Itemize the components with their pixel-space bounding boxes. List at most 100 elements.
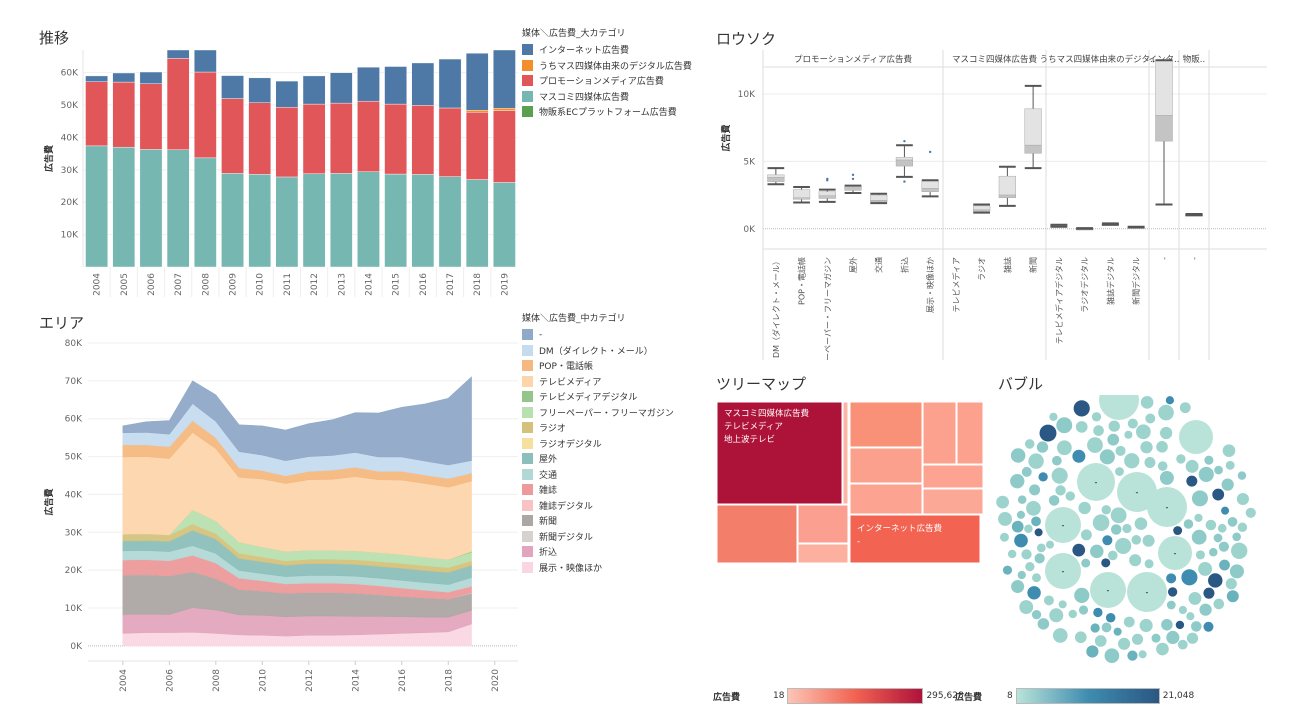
bar-segment[interactable]	[302, 75, 326, 105]
bubble[interactable]	[1229, 564, 1244, 579]
bar-segment[interactable]	[438, 107, 462, 177]
area-series[interactable]	[122, 376, 472, 466]
bubble[interactable]	[1205, 519, 1217, 531]
bubble[interactable]	[1140, 396, 1154, 409]
box-upper[interactable]	[870, 194, 888, 201]
bubble[interactable]	[1104, 648, 1120, 664]
outlier-point[interactable]	[826, 177, 829, 181]
bubble[interactable]	[1194, 513, 1203, 522]
bubble[interactable]	[1124, 430, 1133, 439]
treemap-cell[interactable]	[956, 401, 984, 465]
bubble[interactable]	[1177, 639, 1188, 650]
legend-major-item[interactable]: 物販系ECプラットフォーム広告費	[522, 104, 692, 120]
bubble[interactable]	[1043, 595, 1054, 606]
bubble[interactable]	[1068, 609, 1077, 619]
bubble[interactable]	[1157, 461, 1168, 471]
box-lower[interactable]	[921, 188, 939, 192]
bubble[interactable]	[1075, 421, 1088, 433]
box-lower[interactable]	[792, 197, 811, 200]
bar-segment[interactable]	[166, 149, 190, 268]
legend-mid-item[interactable]: POP・電話帳	[522, 358, 674, 374]
bar-segment[interactable]	[357, 66, 380, 102]
bar-segment[interactable]	[248, 174, 272, 268]
bubble[interactable]	[1214, 465, 1223, 475]
bar-segment[interactable]	[221, 98, 244, 174]
legend-mid-item[interactable]: 屋外	[522, 451, 674, 467]
bubble[interactable]	[1199, 603, 1212, 616]
bar-segment[interactable]	[438, 176, 462, 268]
box-upper[interactable]	[973, 205, 991, 211]
legend-mid-item[interactable]: 雑誌	[522, 482, 674, 498]
legend-mid-item[interactable]: ラジオデジタル	[522, 436, 674, 452]
bubble[interactable]	[1212, 488, 1225, 501]
box-upper[interactable]	[767, 174, 785, 178]
bar-segment[interactable]	[411, 62, 435, 106]
bubble[interactable]	[1185, 459, 1199, 473]
bubble[interactable]	[1073, 400, 1090, 417]
bubble[interactable]	[1203, 621, 1214, 632]
bubble[interactable]	[1058, 600, 1067, 609]
bubble[interactable]	[1065, 491, 1075, 501]
box-lower[interactable]	[844, 187, 862, 191]
bubble[interactable]	[1051, 467, 1068, 484]
bubble[interactable]	[1198, 561, 1213, 576]
bar-segment[interactable]	[493, 182, 516, 268]
bubble[interactable]	[1028, 453, 1044, 469]
treemap-cell[interactable]	[849, 514, 981, 564]
bar-segment[interactable]	[275, 80, 299, 108]
bubble[interactable]	[1094, 635, 1107, 647]
bubble[interactable]	[1186, 612, 1195, 621]
bubble[interactable]	[1010, 474, 1025, 489]
bubble[interactable]	[1017, 570, 1026, 580]
outlier-point[interactable]	[903, 180, 906, 183]
bubble[interactable]	[1086, 645, 1099, 658]
legend-mid-item[interactable]: DM（ダイレクト・メール）	[522, 343, 674, 359]
treemap-cell[interactable]	[849, 447, 923, 484]
bar-segment[interactable]	[493, 108, 516, 111]
bubble[interactable]	[1166, 630, 1180, 645]
bar-segment[interactable]	[275, 176, 299, 268]
bubble[interactable]	[1166, 600, 1176, 610]
bar-segment[interactable]	[465, 53, 489, 111]
treemap-cell[interactable]	[842, 401, 849, 505]
bubble[interactable]	[1011, 580, 1025, 594]
bar-segment[interactable]	[221, 173, 244, 268]
bubble[interactable]	[1014, 533, 1028, 548]
bubble[interactable]	[1090, 544, 1104, 559]
bubble[interactable]	[1026, 501, 1041, 516]
legend-mid-item[interactable]: 新聞	[522, 513, 674, 529]
bubble[interactable]	[1204, 455, 1214, 465]
bubble[interactable]	[1038, 472, 1048, 482]
treemap-cell[interactable]	[716, 504, 798, 564]
bubble[interactable]	[1031, 516, 1041, 527]
bubble[interactable]	[1007, 549, 1017, 559]
bubble[interactable]	[1159, 426, 1173, 440]
bubble[interactable]	[1138, 650, 1147, 659]
bar-segment[interactable]	[384, 66, 407, 105]
bubble[interactable]	[999, 532, 1009, 542]
bar-segment[interactable]	[438, 58, 462, 109]
bubble[interactable]	[1191, 529, 1207, 545]
bubble[interactable]	[1091, 412, 1102, 422]
bar-segment[interactable]	[248, 77, 272, 103]
bubble[interactable]	[1166, 573, 1177, 584]
bubble[interactable]	[1090, 623, 1100, 633]
bubble[interactable]	[1081, 558, 1091, 568]
bubble[interactable]	[1156, 441, 1168, 453]
outlier-point[interactable]	[928, 150, 932, 154]
bubble[interactable]	[1101, 505, 1111, 515]
treemap-cell[interactable]	[716, 401, 843, 505]
bubble[interactable]	[1099, 449, 1115, 465]
bubble[interactable]	[1195, 550, 1205, 560]
bubble[interactable]	[1213, 533, 1223, 543]
bubble[interactable]	[1186, 632, 1199, 644]
bubble[interactable]	[1129, 554, 1142, 567]
legend-mid-item[interactable]: -	[522, 327, 674, 343]
box-lower[interactable]	[1155, 115, 1173, 142]
bubble[interactable]	[1021, 466, 1032, 477]
legend-mid-item[interactable]: ラジオ	[522, 420, 674, 436]
bubble[interactable]	[996, 495, 1010, 509]
legend-major-item[interactable]: マスコミ四媒体広告費	[522, 89, 692, 105]
bubble[interactable]	[1217, 523, 1227, 533]
bar-segment[interactable]	[221, 75, 244, 99]
